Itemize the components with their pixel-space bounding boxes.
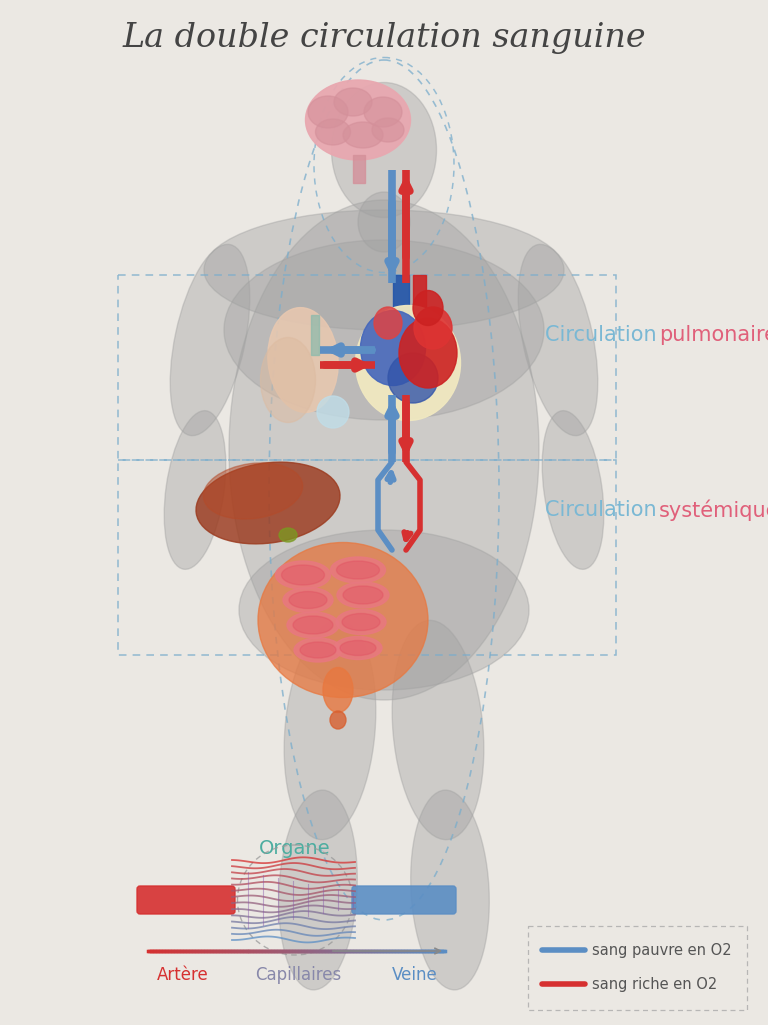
Text: Circulation: Circulation	[545, 500, 664, 520]
Ellipse shape	[260, 337, 316, 422]
Ellipse shape	[518, 244, 598, 436]
Ellipse shape	[293, 616, 333, 634]
Ellipse shape	[224, 240, 544, 420]
Ellipse shape	[284, 620, 376, 839]
Text: Circulation: Circulation	[545, 325, 664, 345]
Ellipse shape	[330, 711, 346, 729]
FancyBboxPatch shape	[352, 886, 456, 914]
Ellipse shape	[356, 305, 461, 420]
Ellipse shape	[196, 462, 340, 544]
Ellipse shape	[294, 638, 342, 662]
Ellipse shape	[343, 122, 383, 148]
Ellipse shape	[336, 610, 386, 634]
Ellipse shape	[392, 620, 484, 839]
Ellipse shape	[332, 82, 436, 217]
Bar	[393, 275, 409, 355]
Ellipse shape	[372, 118, 404, 142]
Ellipse shape	[279, 528, 297, 542]
Ellipse shape	[336, 561, 379, 579]
Ellipse shape	[276, 561, 330, 589]
Ellipse shape	[229, 200, 539, 700]
Text: Capillaires: Capillaires	[255, 966, 341, 984]
Text: sang riche en O2: sang riche en O2	[592, 977, 717, 991]
Text: La double circulation sanguine: La double circulation sanguine	[122, 22, 646, 54]
Ellipse shape	[316, 119, 350, 145]
Ellipse shape	[399, 318, 457, 388]
Text: Artère: Artère	[157, 966, 209, 984]
Ellipse shape	[164, 411, 226, 569]
Ellipse shape	[239, 530, 529, 690]
Ellipse shape	[340, 641, 376, 656]
Ellipse shape	[358, 192, 410, 252]
Ellipse shape	[334, 637, 382, 659]
Ellipse shape	[374, 308, 402, 339]
Ellipse shape	[258, 542, 428, 697]
Bar	[413, 275, 426, 350]
Ellipse shape	[282, 565, 325, 585]
Ellipse shape	[414, 308, 452, 349]
Ellipse shape	[413, 290, 443, 326]
Bar	[353, 155, 365, 183]
Ellipse shape	[204, 210, 564, 330]
Ellipse shape	[283, 587, 333, 613]
Ellipse shape	[204, 463, 303, 519]
Text: systémique: systémique	[659, 499, 768, 521]
Ellipse shape	[306, 80, 411, 160]
Ellipse shape	[364, 97, 402, 127]
Ellipse shape	[323, 667, 353, 712]
Ellipse shape	[170, 244, 250, 436]
Ellipse shape	[388, 353, 438, 403]
Ellipse shape	[268, 308, 338, 412]
Ellipse shape	[337, 582, 389, 608]
Ellipse shape	[279, 790, 357, 990]
Ellipse shape	[360, 311, 425, 385]
Bar	[311, 315, 319, 355]
Ellipse shape	[317, 396, 349, 428]
Ellipse shape	[308, 96, 348, 128]
Ellipse shape	[289, 591, 327, 609]
Ellipse shape	[411, 790, 489, 990]
Ellipse shape	[342, 614, 380, 630]
Text: pulmonaire: pulmonaire	[659, 325, 768, 345]
FancyBboxPatch shape	[137, 886, 235, 914]
Text: Veine: Veine	[392, 966, 438, 984]
Ellipse shape	[287, 612, 339, 638]
Ellipse shape	[343, 586, 383, 604]
Text: Organe: Organe	[259, 838, 331, 858]
Ellipse shape	[334, 88, 372, 116]
Ellipse shape	[300, 642, 336, 658]
Ellipse shape	[542, 411, 604, 569]
Text: sang pauvre en O2: sang pauvre en O2	[592, 943, 732, 957]
Ellipse shape	[330, 557, 386, 583]
